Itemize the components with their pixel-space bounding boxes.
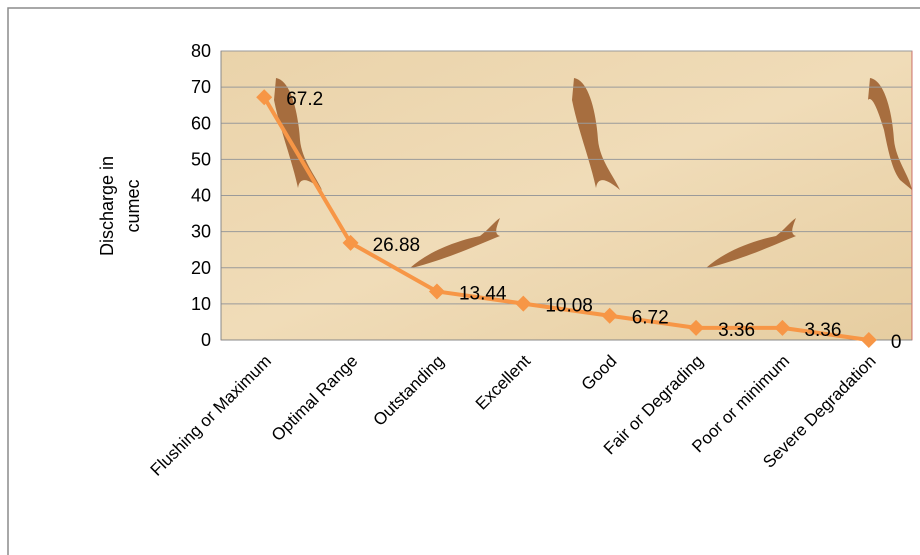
data-label: 13.44 [459,283,507,304]
y-tick-label: 60 [191,113,211,133]
y-tick-label: 10 [191,294,211,314]
data-label: 6.72 [632,308,669,329]
x-tick-label: Good [578,351,621,394]
y-tick-label: 50 [191,149,211,169]
data-label: 0 [891,332,902,353]
y-tick-label: 0 [201,330,211,350]
data-label: 3.36 [804,320,841,341]
y-axis-title: Discharge in cumec [94,146,146,266]
y-tick-label: 80 [191,41,211,61]
page: 0 10 20 30 40 50 60 70 80 Flushing or MaximumOpti… [0,0,920,555]
x-tick-label: Excellent [472,351,534,413]
x-tick-label: Outstanding [369,351,447,429]
y-tick-label: 70 [191,77,211,97]
data-label: 10.08 [545,296,593,317]
chart: 0 10 20 30 40 50 60 70 80 Flushing or MaximumOpti… [0,0,920,555]
y-tick-label: 20 [191,258,211,278]
data-label: 3.36 [718,320,755,341]
y-tick-label: 40 [191,186,211,206]
x-tick-label: Flushing or Maximum [147,351,275,479]
data-label: 67.2 [286,89,323,110]
y-tick-label: 30 [191,222,211,242]
x-tick-label: Optimal Range [268,351,362,445]
data-label: 26.88 [373,235,421,256]
